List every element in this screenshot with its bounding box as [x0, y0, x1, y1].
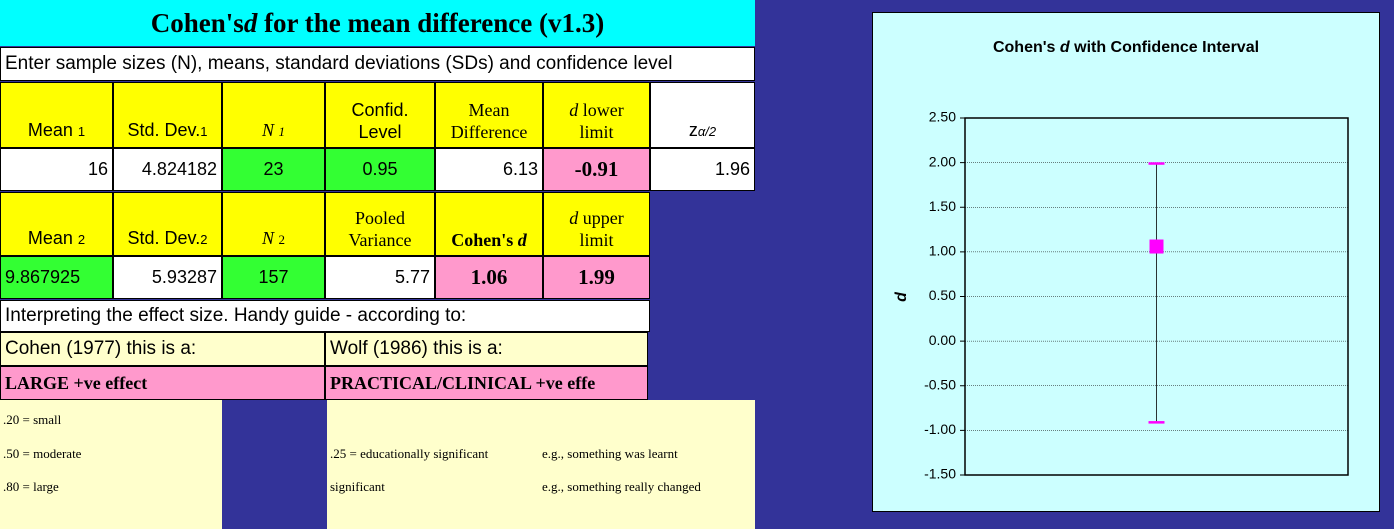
header-text: Mean	[468, 100, 510, 120]
header-cell: d upper limit	[543, 192, 650, 256]
cohen-notes: .20 = small .50 = moderate .80 = large	[0, 400, 222, 529]
scale-note: e.g., something was learnt	[542, 446, 678, 461]
title-text: Cohen's	[993, 39, 1060, 56]
wolf-result: PRACTICAL/CLINICAL +ve effe	[325, 366, 648, 400]
y-tick-label: -1.00	[924, 421, 956, 437]
y-axis-label: d	[893, 291, 910, 302]
header-text: Cohen's	[451, 230, 518, 250]
header-text: Difference	[450, 122, 528, 142]
y-tick-label: 0.00	[929, 332, 956, 348]
value-cell: 16	[0, 148, 113, 191]
y-tick-label: 2.00	[929, 153, 956, 169]
scale-note: .80 = large	[3, 479, 59, 494]
header-text: limit	[579, 230, 614, 250]
header-text: 1	[278, 124, 286, 139]
header-cell: Mean 2	[0, 192, 113, 256]
header-text: Std. Dev.	[127, 120, 201, 140]
value-cell: 1.96	[650, 148, 755, 191]
header-text: Std. Dev.	[127, 228, 201, 248]
y-tick-label: 1.50	[929, 198, 956, 214]
wolf-notes: .25 = educationally significant e.g., so…	[327, 400, 755, 529]
header-text: Pooled	[354, 208, 405, 228]
point	[1149, 239, 1164, 254]
value-cell: 6.13	[435, 148, 543, 191]
header-cell: N 1	[222, 82, 325, 148]
header-text: N	[261, 120, 274, 140]
input-cell[interactable]: 0.95	[325, 148, 435, 191]
header-text: 1	[200, 124, 208, 139]
cohen-heading: Cohen (1977) this is a:	[0, 332, 325, 366]
chart: Cohen's d with Confidence Interval d -1.…	[872, 12, 1380, 512]
y-tick-label: 2.50	[929, 109, 956, 125]
header-text: Level	[358, 122, 402, 142]
title-text: d	[243, 7, 258, 38]
header-cell: d lower limit	[543, 82, 650, 148]
scale-note: .20 = small	[3, 412, 62, 427]
header-text: lower	[578, 100, 624, 120]
header-text: d	[517, 230, 527, 250]
header-cell: Std. Dev.1	[113, 82, 222, 148]
y-tick-label: 0.50	[929, 287, 956, 303]
title-text: for the mean difference (v1.3)	[257, 7, 605, 38]
header-cell: Mean Difference	[435, 82, 543, 148]
scale-note: e.g., something really changed	[542, 479, 701, 494]
sheet-title: Cohen's d for the mean difference (v1.3)	[0, 0, 755, 46]
header-text: Variance	[348, 230, 412, 250]
result-cell: -0.91	[543, 148, 650, 191]
value-cell: 4.824182	[113, 148, 222, 191]
chart-title: Cohen's d with Confidence Interval	[993, 39, 1259, 56]
input-cell[interactable]: 23	[222, 148, 325, 191]
header-text: limit	[579, 122, 614, 142]
result-cell: 1.99	[543, 256, 650, 299]
header-text: 2	[200, 232, 208, 247]
header-cell: Mean 1	[0, 82, 113, 148]
y-tick-label: 1.00	[929, 243, 956, 259]
header-text: 1	[77, 124, 86, 139]
header-text: d	[569, 208, 579, 228]
header-cell: Confid. Level	[325, 82, 435, 148]
header-text: 2	[77, 232, 86, 247]
header-text: upper	[578, 208, 624, 228]
scale-note: .50 = moderate	[3, 446, 82, 461]
result-cell: 1.06	[435, 256, 543, 299]
value-cell: 5.93287	[113, 256, 222, 299]
wolf-heading: Wolf (1986) this is a:	[325, 332, 648, 366]
chart-area	[872, 12, 1380, 512]
y-tick-label: -0.50	[924, 376, 956, 392]
scale-note: significant	[330, 479, 385, 494]
input-cell[interactable]: 157	[222, 256, 325, 299]
title-text: with Confidence Interval	[1070, 39, 1259, 56]
header-text: α/2	[697, 124, 717, 139]
header-text: Confid.	[351, 100, 409, 120]
title-text: Cohen's	[150, 7, 244, 38]
header-text: Mean	[27, 228, 78, 248]
instruction: Enter sample sizes (N), means, standard …	[0, 47, 755, 81]
header-text: d	[569, 100, 579, 120]
scale-note: .25 = educationally significant	[330, 446, 489, 461]
input-cell[interactable]: 9.867925	[0, 256, 113, 299]
header-cell: Std. Dev.2	[113, 192, 222, 256]
value-cell: 5.77	[325, 256, 435, 299]
header-cell: Pooled Variance	[325, 192, 435, 256]
header-text: Mean	[27, 120, 78, 140]
y-tick-label: -1.50	[924, 466, 956, 482]
header-cell: N 2	[222, 192, 325, 256]
guide: Interpreting the effect size. Handy guid…	[0, 300, 650, 332]
title-text: d	[1060, 39, 1071, 56]
header-text: N	[261, 228, 274, 248]
header-cell: Cohen's d	[435, 192, 543, 256]
header-cell: zα/2	[650, 82, 755, 148]
header-text: z	[688, 120, 698, 140]
cohen-result: LARGE +ve effect	[0, 366, 325, 400]
header-text: 2	[278, 232, 286, 247]
